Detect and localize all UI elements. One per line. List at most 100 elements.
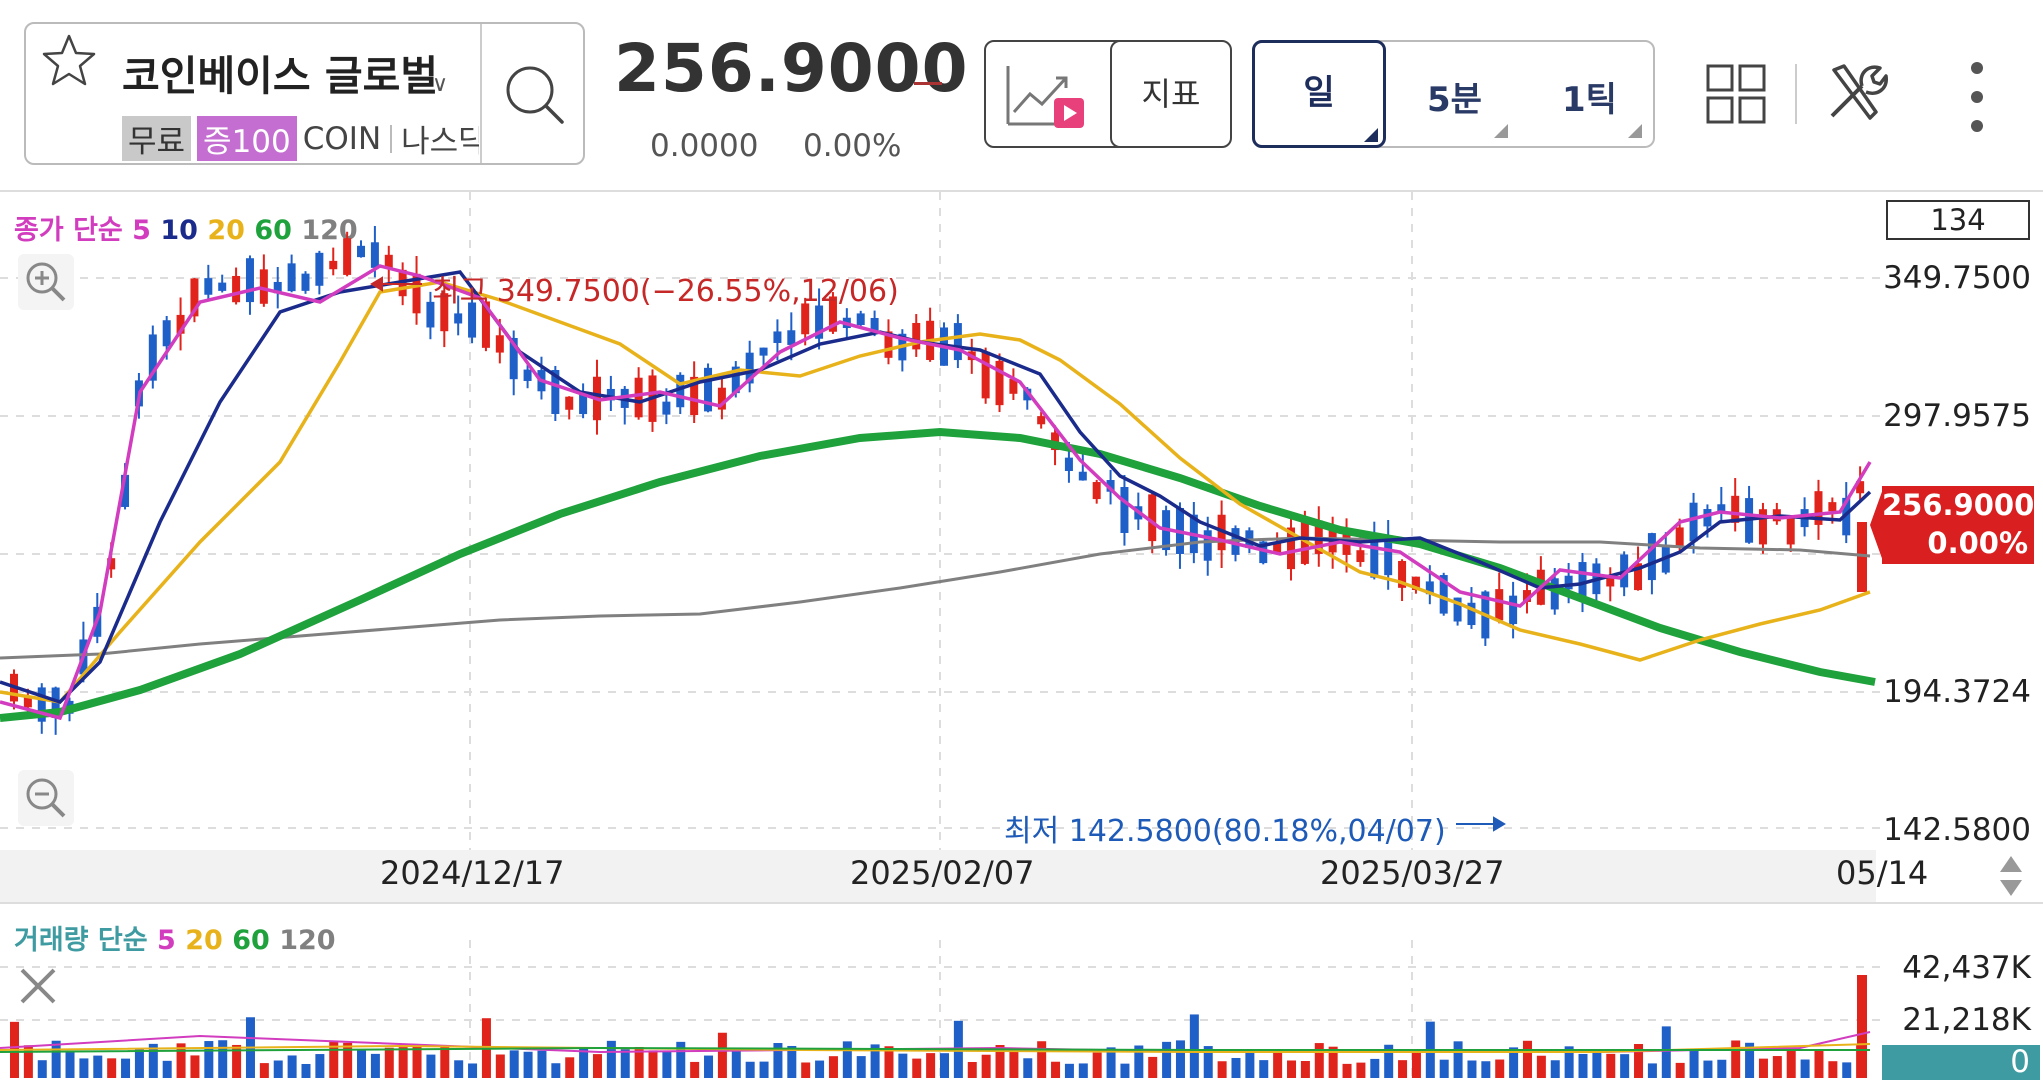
current-price: 256.9000 [614,30,969,107]
candle-body [481,301,490,348]
indicator-button[interactable]: 지표 [1110,40,1232,148]
volume-bar [1606,1053,1616,1078]
candle-body [801,303,810,335]
candle-body [162,320,171,347]
candle-body [1148,494,1157,542]
stock-selector[interactable] [24,22,585,165]
volume-bar [1078,1063,1088,1078]
chart-replay-icon [1006,66,1084,128]
volume-bar [1217,1061,1227,1078]
candle-body [245,258,254,303]
volume-bar [1772,1056,1782,1078]
volume-bar [731,1051,741,1078]
candle-body [1634,563,1643,591]
volume-bar [218,1040,228,1078]
tools-button[interactable] [1822,60,1888,130]
favorite-star-icon[interactable] [40,32,98,90]
volume-bar [1009,1048,1019,1078]
candle-body [1384,535,1393,576]
volume-bar [940,1053,949,1078]
candle-body [1203,530,1212,561]
volume-bar [495,1054,505,1078]
candle-body [912,322,921,350]
chevron-down-icon[interactable]: ∨ [432,72,449,97]
date-axis[interactable] [0,850,1876,902]
volume-bar [1703,1060,1713,1078]
period-1tick[interactable]: 1틱 [1562,80,1617,120]
candle-body [662,401,671,415]
volume-bar [1384,1044,1394,1078]
volume-tick-mid: 21,218K [1902,1002,2031,1038]
toolbar-divider [1795,64,1797,124]
volume-bar [1175,1040,1185,1078]
candle-body [523,369,532,381]
volume-bar [1037,1041,1047,1078]
search-button[interactable] [490,50,580,140]
candle-body [1856,481,1865,494]
zoom-in-button[interactable] [18,254,74,310]
candle-body [190,278,199,317]
volume-ma-legend[interactable]: 거래량 단순 5 20 60 120 [14,918,336,957]
candlesticks [10,225,1867,735]
volume-bar [426,1054,436,1078]
volume-bar [1370,1058,1380,1078]
volume-bar [1564,1046,1574,1078]
close-volume-button[interactable] [14,962,62,1014]
candle-body [1495,589,1504,621]
period-day[interactable]: 일 [1252,40,1386,148]
volume-bar [926,1053,936,1078]
volume-bar [606,1040,616,1078]
volume-bar [870,1044,880,1078]
volume-bar [1592,1051,1602,1078]
candle-body [690,376,699,416]
search-icon [506,66,564,124]
candle-body [107,558,116,570]
volume-bar [370,1053,380,1078]
volume-bar [1661,1026,1671,1078]
candle-body [1675,527,1684,548]
stock-badges: 무료 증100 COIN 나스닥 [122,116,479,161]
volume-bar [967,1061,977,1078]
volume-bar [1522,1040,1532,1078]
zoom-out-button[interactable] [18,770,74,826]
ma120-line [0,536,1871,660]
candle-body [440,293,449,332]
volume-bar [454,1060,464,1078]
volume-chart[interactable] [0,940,1880,1080]
vol-ma60-legend: 60 [232,925,270,956]
period-5min[interactable]: 5분 [1427,80,1482,120]
chart-type-button[interactable] [984,40,1128,148]
more-menu-button[interactable] [1962,60,1992,138]
volume-bar [176,1043,186,1078]
candle-body [1550,578,1559,610]
ma60-line [0,427,1876,722]
volume-bar [384,1047,394,1078]
volume-bar [93,1055,103,1078]
volume-bar [1717,1059,1727,1078]
ma20-line [0,280,1871,704]
ma60-legend: 60 [254,215,292,246]
candle-body [634,377,643,418]
volume-bar [551,1063,561,1078]
header-divider [0,190,2043,192]
axis-scroll-icon[interactable] [1996,852,2026,900]
price-chart[interactable] [0,192,1880,852]
volume-bar [1259,1060,1269,1078]
low-annotation: 최저 142.5800(80.18%,04/07) [1004,814,1446,849]
volume-bar [509,1050,519,1078]
volume-bar [1092,1052,1102,1078]
candle-body [1064,457,1073,471]
candle-body [412,273,421,314]
candle-body [870,317,879,331]
volume-bar [1134,1045,1144,1078]
candle-body [273,281,282,294]
candle-body [329,260,338,270]
volume-bar [190,1055,200,1078]
candle-body [37,687,46,722]
stock-name[interactable]: 코인베이스 글로벌 [122,52,439,100]
price-ma-legend[interactable]: 종가 단순 5 10 20 60 120 [14,208,358,247]
layout-grid-button[interactable] [1706,64,1766,128]
candle-body [1273,541,1282,554]
volume-divider [0,902,2043,904]
visible-bars-count[interactable]: 134 [1886,200,2030,240]
